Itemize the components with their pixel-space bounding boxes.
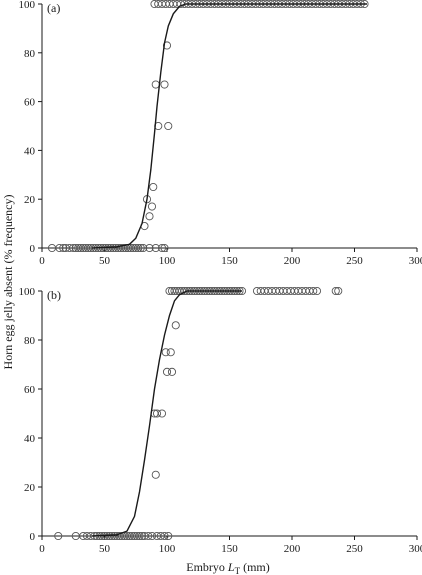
x-tick-label: 0 <box>39 543 45 555</box>
data-point <box>145 243 154 253</box>
chart-panel-a: 0 50 100 150 200 250 300 0 20 40 60 80 100 (a) <box>19 0 422 267</box>
data-point <box>164 531 173 541</box>
x-tick-label: 50 <box>99 543 111 555</box>
x-tick-label: 250 <box>346 543 363 555</box>
y-tick-label: 60 <box>24 97 36 109</box>
data-point <box>55 243 64 253</box>
panel-label-b: (b) <box>47 288 61 302</box>
x-tick-label: 0 <box>39 255 45 267</box>
data-point <box>171 321 180 330</box>
x-tick-label: 150 <box>221 543 238 555</box>
y-tick-label: 40 <box>24 433 36 445</box>
x-tick-label: 100 <box>159 255 176 267</box>
y-tick-label: 0 <box>30 243 36 255</box>
data-point <box>166 348 175 357</box>
data-point <box>139 243 148 253</box>
x-tick-label: 50 <box>99 255 111 267</box>
data-point <box>167 367 177 376</box>
x-tick-label: 250 <box>346 255 363 267</box>
data-point <box>134 243 143 253</box>
data-point <box>147 531 157 541</box>
y-tick-label: 20 <box>24 194 36 206</box>
data-point <box>145 212 154 221</box>
data-point <box>157 243 167 253</box>
data-point <box>309 286 318 296</box>
plot-area-a: 0 50 100 150 200 250 300 0 20 40 60 80 100 <box>19 0 422 267</box>
data-point <box>161 348 170 357</box>
data-point <box>151 470 160 479</box>
data-point <box>160 531 169 541</box>
data-point <box>331 286 340 296</box>
plot-area-b: 0 50 100 150 200 250 300 0 20 40 60 80 100 <box>19 286 422 555</box>
data-point <box>149 182 158 192</box>
data-point <box>65 243 74 253</box>
data-point <box>135 531 144 541</box>
fitted-curve <box>91 3 367 249</box>
y-axis-title: Horn egg jelly absent (% frequency) <box>1 195 15 370</box>
x-tick-label: 300 <box>409 255 422 267</box>
y-tick-label: 20 <box>24 482 36 494</box>
y-tick-label: 100 <box>19 0 36 11</box>
data-point <box>152 409 162 418</box>
y-tick-label: 100 <box>19 286 36 298</box>
x-tick-label: 150 <box>221 255 238 267</box>
y-tick-label: 40 <box>24 145 36 157</box>
data-point <box>162 41 172 50</box>
data-point <box>59 243 68 253</box>
data-point <box>151 243 160 253</box>
data-point <box>144 531 153 541</box>
data-point <box>162 367 172 376</box>
data-point <box>160 80 169 89</box>
data-point <box>136 243 145 253</box>
y-tick-label: 0 <box>30 531 36 543</box>
chart-panel-b: 0 50 100 150 200 250 300 0 20 40 60 80 100 (b) <box>19 286 422 555</box>
x-tick-label: 100 <box>159 543 176 555</box>
data-point <box>334 286 343 296</box>
data-point <box>137 531 147 541</box>
y-tick-label: 80 <box>24 48 36 60</box>
panel-label-a: (a) <box>47 1 60 15</box>
fitted-curve <box>91 290 242 537</box>
data-point <box>164 121 173 131</box>
data-point <box>54 531 63 541</box>
x-tick-label: 300 <box>409 543 422 555</box>
y-tick-label: 60 <box>24 384 36 396</box>
data-point <box>147 202 157 211</box>
x-axis-title: Embryo LT (mm) <box>186 560 270 575</box>
x-tick-label: 200 <box>284 255 301 267</box>
data-point <box>312 286 322 296</box>
x-tick-label: 200 <box>284 543 301 555</box>
data-point <box>157 409 167 418</box>
data-point <box>160 243 169 253</box>
data-point <box>151 80 160 89</box>
y-tick-label: 80 <box>24 335 36 347</box>
